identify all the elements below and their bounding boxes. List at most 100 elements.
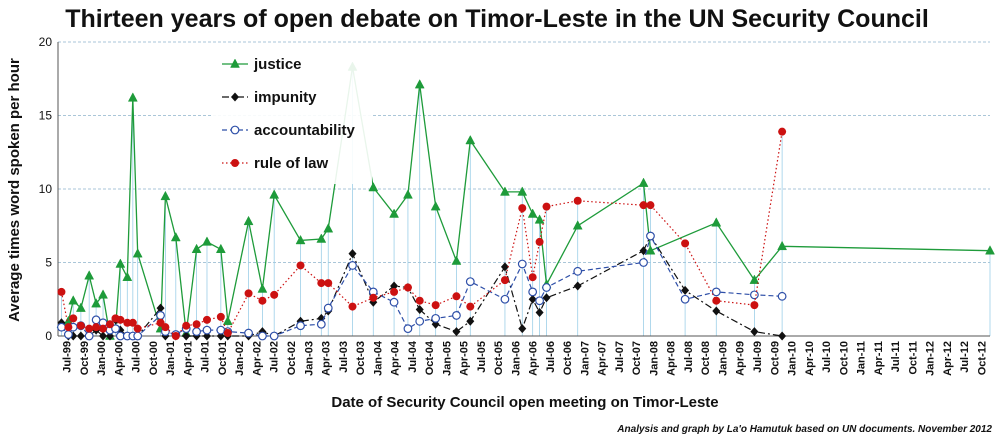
data-point-justice	[68, 295, 79, 305]
x-tick-label: Apr-09	[735, 341, 747, 376]
x-tick-label: Apr-01	[182, 341, 194, 376]
x-tick-label: Apr-05	[459, 341, 471, 376]
x-tick-label: Jul-00	[131, 341, 143, 373]
series-accountability	[57, 231, 787, 341]
x-tick-label: Oct-08	[700, 341, 712, 375]
data-point-justice	[75, 302, 86, 312]
x-tick-label: Jul-03	[338, 341, 350, 373]
data-point-rule-of-law	[431, 301, 440, 310]
data-point-justice	[638, 177, 649, 187]
x-tick-label: Oct-10	[838, 341, 850, 375]
legend: justice impunity accountability rule of law	[212, 46, 372, 184]
data-point-justice	[430, 201, 441, 211]
x-tick-label: Apr-06	[528, 341, 540, 376]
data-point-rule-of-law	[403, 283, 412, 292]
data-point-rule-of-law	[202, 315, 211, 324]
legend-label-impunity: impunity	[254, 89, 317, 106]
data-point-rule-of-law	[69, 314, 78, 323]
x-tick-label: Jan-10	[787, 341, 799, 376]
x-tick-label: Jan-01	[165, 341, 177, 376]
x-tick-label: Jul-09	[752, 341, 764, 373]
data-point-impunity	[542, 293, 551, 303]
data-point-accountability	[57, 322, 66, 332]
data-point-rule-of-law	[105, 320, 114, 329]
data-point-accountability	[192, 327, 201, 336]
series-rule-of-law	[57, 127, 787, 340]
x-tick-label: Apr-00	[113, 341, 125, 376]
data-point-impunity	[466, 316, 475, 326]
data-point-accountability	[202, 325, 212, 335]
data-point-accountability	[84, 331, 94, 341]
data-point-justice	[517, 186, 528, 196]
data-point-impunity	[500, 262, 509, 272]
x-tick-label: Oct-11	[907, 341, 919, 375]
data-point-impunity	[415, 305, 424, 315]
y-tick-label: 5	[45, 256, 52, 270]
data-point-accountability	[258, 331, 267, 341]
data-point-accountability	[535, 296, 544, 306]
data-point-accountability	[542, 283, 551, 292]
data-point-justice	[316, 233, 327, 243]
data-point-accountability	[646, 231, 655, 241]
data-point-rule-of-law	[369, 293, 378, 302]
legend-marker-impunity	[231, 92, 239, 102]
data-point-rule-of-law	[452, 292, 461, 301]
x-tick-label: Jan-09	[717, 341, 729, 376]
x-tick-label: Oct-09	[769, 341, 781, 375]
data-point-accountability	[216, 325, 226, 335]
x-tick-label: Oct-01	[217, 341, 229, 375]
data-point-rule-of-law	[85, 324, 94, 333]
data-point-justice	[389, 208, 399, 218]
x-tick-label: Jan-00	[96, 341, 108, 376]
data-point-justice	[295, 234, 306, 245]
legend-marker-justice	[230, 58, 240, 68]
x-tick-label: Jul-08	[683, 341, 695, 373]
data-point-justice	[122, 271, 133, 281]
x-tick-label: Jul-02	[269, 341, 281, 373]
data-point-rule-of-law	[244, 289, 253, 298]
legend-label-justice: justice	[253, 56, 302, 73]
data-point-accountability	[296, 321, 305, 331]
x-tick-label: Apr-10	[804, 341, 816, 376]
data-point-justice	[985, 245, 995, 255]
data-point-accountability	[500, 294, 510, 304]
data-point-rule-of-law	[535, 237, 544, 246]
data-point-impunity	[528, 294, 537, 304]
data-point-rule-of-law	[681, 239, 690, 248]
data-point-rule-of-law	[348, 302, 357, 311]
data-point-justice	[215, 243, 226, 254]
x-tick-label: Oct-06	[562, 341, 574, 375]
data-point-accountability	[316, 319, 326, 329]
data-point-accountability	[389, 297, 399, 307]
data-point-justice	[84, 270, 95, 280]
data-point-rule-of-law	[223, 329, 232, 338]
data-point-rule-of-law	[518, 204, 527, 213]
data-point-justice	[527, 208, 538, 218]
data-point-impunity	[452, 327, 461, 337]
y-tick-label: 15	[39, 109, 53, 123]
data-point-accountability	[452, 311, 461, 320]
x-tick-label: Jul-05	[476, 341, 488, 373]
x-tick-label: Jul-07	[614, 341, 626, 373]
data-point-rule-of-law	[324, 279, 333, 288]
data-point-impunity	[535, 307, 544, 317]
data-point-rule-of-law	[573, 196, 582, 205]
x-tick-labels: Jul-99 Oct-99 Jan-00 Apr-00 Jul-00 Oct-00 Jan-…	[62, 340, 989, 376]
data-point-rule-of-law	[64, 323, 73, 332]
data-point-rule-of-law	[390, 287, 399, 296]
data-point-accountability	[244, 328, 253, 338]
x-tick-label: Jul-06	[545, 341, 557, 373]
data-point-justice	[160, 190, 171, 201]
x-tick-label: Oct-12	[976, 341, 988, 375]
data-point-accountability	[269, 331, 279, 341]
x-tick-label: Apr-02	[251, 341, 263, 376]
data-point-rule-of-law	[171, 332, 180, 340]
data-point-accountability	[517, 259, 527, 269]
data-point-accountability	[573, 266, 583, 276]
data-point-accountability	[133, 331, 143, 341]
legend-entry-rule-of-law: rule of law	[222, 155, 329, 172]
data-point-rule-of-law	[466, 302, 475, 311]
x-tick-label: Jan-11	[856, 341, 868, 375]
x-tick-label: Jul-04	[407, 340, 419, 373]
x-tick-label: Apr-03	[321, 341, 333, 376]
